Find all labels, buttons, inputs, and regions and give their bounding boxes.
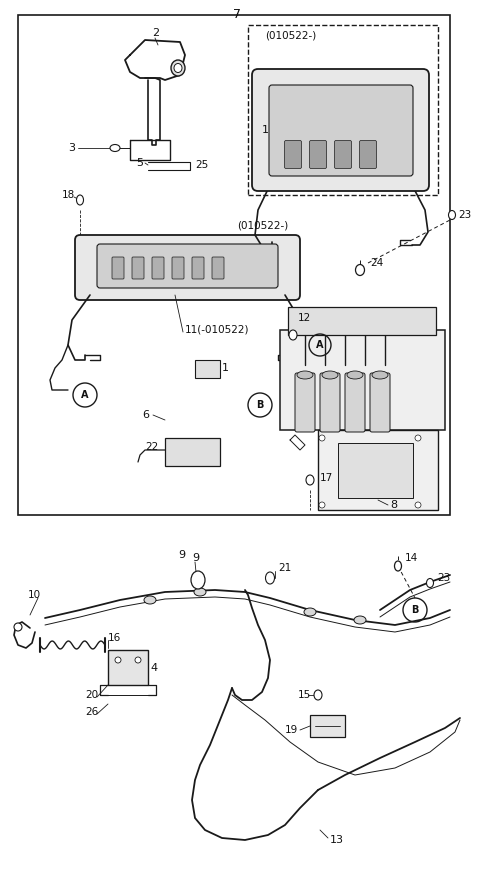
FancyBboxPatch shape [280,330,445,430]
FancyBboxPatch shape [320,373,340,432]
FancyBboxPatch shape [97,244,278,288]
FancyBboxPatch shape [335,141,351,169]
Text: B: B [256,400,264,410]
Text: 19: 19 [285,725,298,735]
Text: 20: 20 [85,690,98,700]
Text: 9: 9 [192,553,199,563]
Bar [195,360,220,378]
Bar [108,650,148,685]
FancyBboxPatch shape [212,257,224,279]
Text: 7: 7 [233,8,241,21]
Text: 5: 5 [136,158,143,168]
Text: 6: 6 [142,410,149,420]
Text: 15: 15 [298,690,311,700]
FancyBboxPatch shape [288,307,436,335]
Text: 9: 9 [178,550,185,560]
Text: 8: 8 [390,500,397,510]
Text: 17: 17 [320,473,333,483]
Ellipse shape [174,64,182,72]
Text: 4: 4 [150,663,157,673]
FancyBboxPatch shape [132,257,144,279]
Ellipse shape [115,657,121,663]
Ellipse shape [14,623,22,631]
Text: 24: 24 [370,258,383,268]
Ellipse shape [322,371,338,379]
Ellipse shape [319,502,325,508]
Ellipse shape [135,657,141,663]
Ellipse shape [372,371,388,379]
Text: 23: 23 [437,573,450,583]
FancyBboxPatch shape [112,257,124,279]
Text: 10: 10 [28,590,41,600]
FancyBboxPatch shape [370,373,390,432]
FancyBboxPatch shape [172,257,184,279]
Text: A: A [316,340,324,350]
FancyBboxPatch shape [75,235,300,300]
Bar [310,715,345,737]
FancyBboxPatch shape [360,141,376,169]
FancyBboxPatch shape [295,373,315,432]
Text: 12: 12 [298,313,311,323]
Text: 25: 25 [195,160,208,170]
Ellipse shape [347,371,363,379]
Ellipse shape [427,578,433,588]
FancyBboxPatch shape [192,257,204,279]
FancyBboxPatch shape [152,257,164,279]
Ellipse shape [191,571,205,589]
Ellipse shape [395,561,401,571]
Text: 11: 11 [262,125,276,135]
Ellipse shape [319,435,325,441]
Text: 16: 16 [108,633,121,643]
Text: 21: 21 [278,563,291,573]
Ellipse shape [354,616,366,624]
Bar [248,25,438,195]
Text: 13: 13 [330,835,344,845]
Ellipse shape [265,572,275,584]
FancyBboxPatch shape [318,430,438,510]
Text: 11(-010522): 11(-010522) [185,325,250,335]
FancyBboxPatch shape [310,141,326,169]
Ellipse shape [110,144,120,151]
Text: 23: 23 [458,210,471,220]
FancyBboxPatch shape [252,69,429,191]
Ellipse shape [356,264,364,276]
Ellipse shape [171,60,185,76]
FancyBboxPatch shape [285,141,301,169]
Ellipse shape [194,588,206,596]
Text: (010522-): (010522-) [237,220,288,230]
Ellipse shape [415,435,421,441]
Ellipse shape [144,596,156,604]
Text: 18: 18 [62,190,75,200]
Text: A: A [81,390,89,400]
Text: 2: 2 [152,28,159,38]
Ellipse shape [306,475,314,485]
Text: 22: 22 [145,442,158,452]
Bar [165,438,220,466]
Ellipse shape [314,690,322,700]
Ellipse shape [289,330,297,340]
Text: (010522-): (010522-) [265,30,316,40]
FancyBboxPatch shape [345,373,365,432]
Ellipse shape [415,502,421,508]
Text: 1: 1 [222,363,229,373]
Text: 14: 14 [405,553,418,563]
Ellipse shape [304,608,316,616]
Text: 3: 3 [68,143,75,153]
Ellipse shape [448,210,456,219]
FancyBboxPatch shape [269,85,413,176]
Ellipse shape [297,371,313,379]
FancyBboxPatch shape [338,443,413,498]
Ellipse shape [76,195,84,205]
Bar [18,15,450,515]
Text: 26: 26 [85,707,98,717]
Text: B: B [411,605,419,615]
